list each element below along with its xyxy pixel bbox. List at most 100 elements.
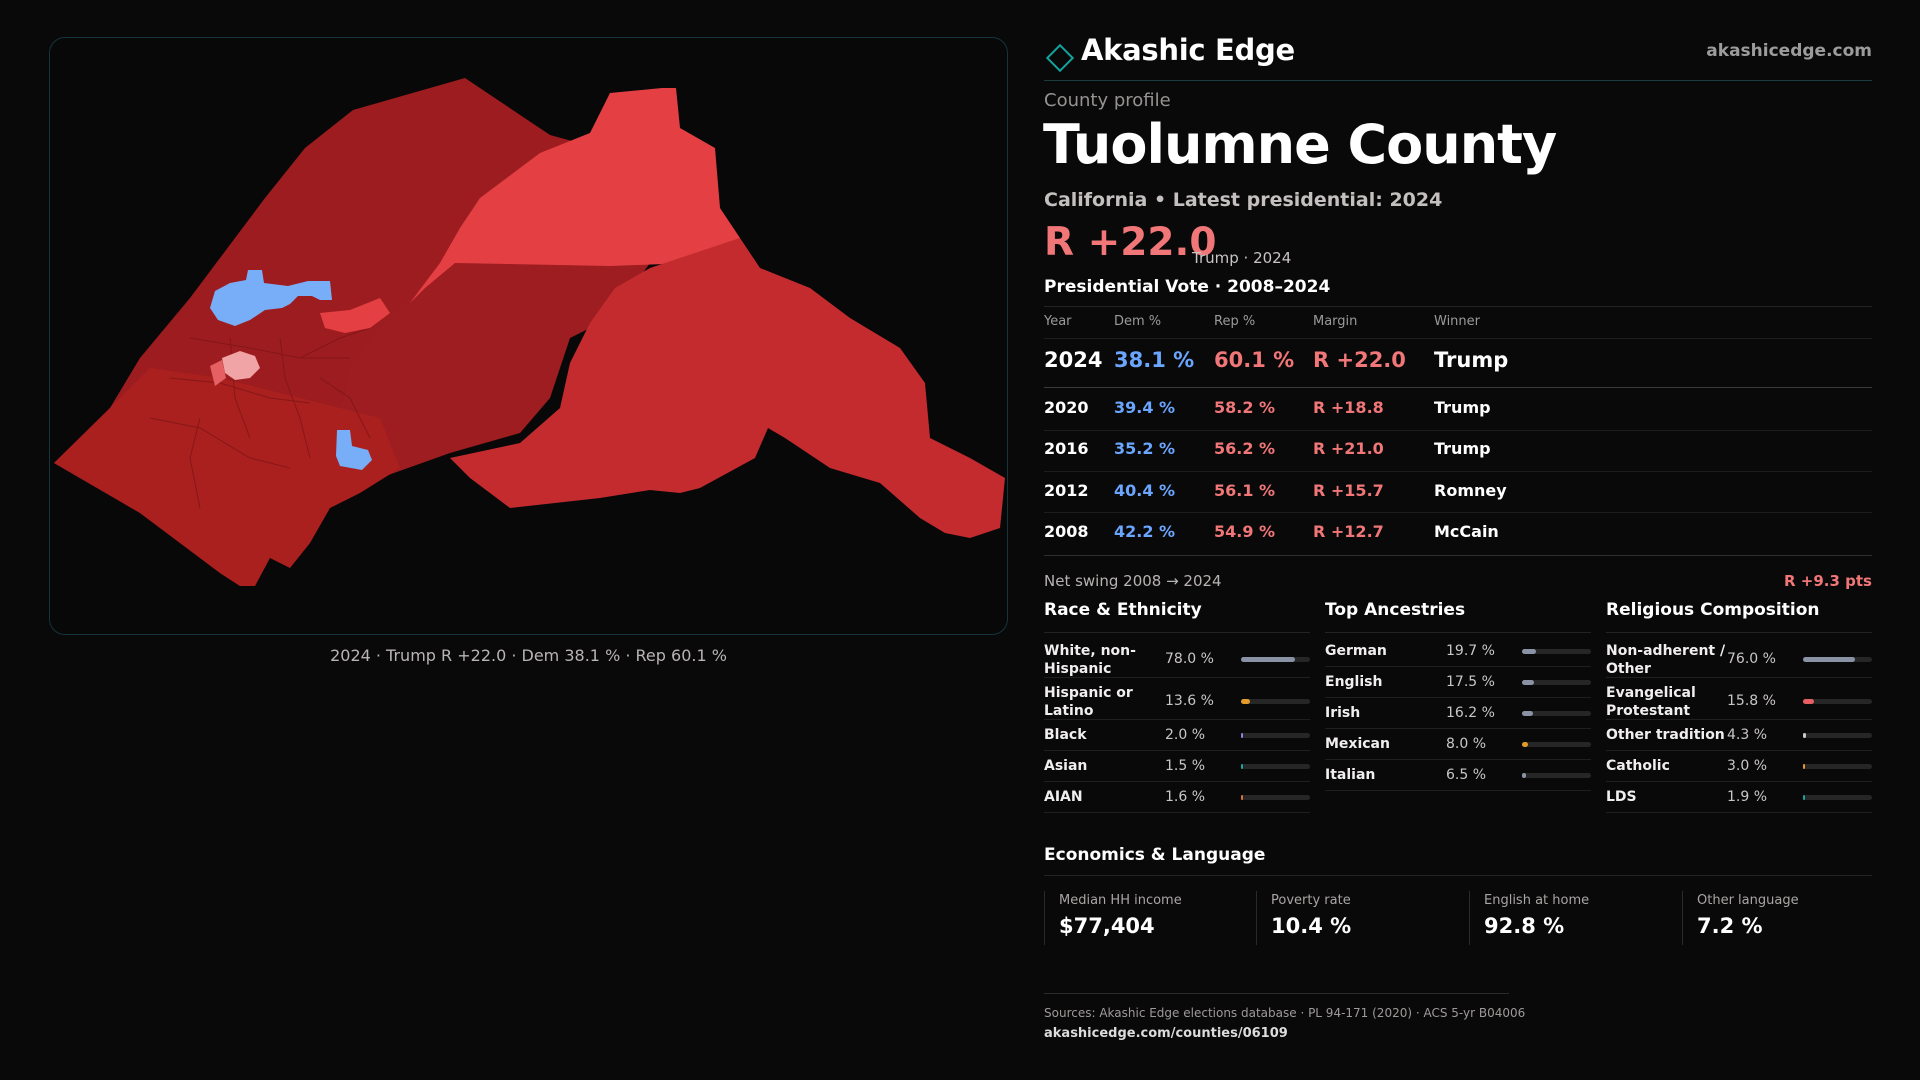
map-caption: 2024 · Trump R +22.0 · Dem 38.1 % · Rep … [330,646,727,665]
cell-margin: R +12.7 [1313,522,1384,541]
religion-value: 3.0 % [1727,758,1768,774]
row-divider [1325,790,1591,791]
cell-dem: 40.4 % [1114,481,1176,500]
row-divider [1606,812,1872,813]
religion-title: Religious Composition [1606,600,1820,620]
site-url-link[interactable]: akashicedge.com [1706,41,1872,61]
brand-name: Akashic Edge [1081,33,1295,67]
row-divider [1044,750,1310,751]
profile-kicker: County profile [1044,90,1171,111]
row-divider [1044,430,1872,431]
ancestry-label: German [1325,643,1387,659]
map-region-dem-south [336,430,372,470]
race-value: 2.0 % [1165,727,1206,743]
cell-dem: 38.1 % [1114,348,1195,372]
col-year-header: Year [1044,314,1072,329]
ancestry-bar-fill [1522,649,1536,654]
row-divider [1044,812,1310,813]
row-divider [1044,512,1872,513]
cell-rep: 56.2 % [1214,439,1276,458]
ancestry-value: 8.0 % [1446,736,1487,752]
row-divider [1325,697,1591,698]
religion-bar-track [1803,699,1872,704]
religion-bar-fill [1803,733,1806,738]
cell-year: 2024 [1044,348,1103,372]
vote-table-header: Year Dem % Rep % Margin Winner [1044,306,1872,338]
ancestry-bar-fill [1522,711,1533,716]
cell-year: 2020 [1044,398,1089,417]
religion-value: 15.8 % [1727,693,1776,709]
col-dem-header: Dem % [1114,314,1162,329]
poverty-value: 10.4 % [1271,914,1352,938]
race-label: White, non- Hispanic [1044,643,1136,677]
cell-winner: McCain [1434,522,1499,541]
poverty-label: Poverty rate [1271,893,1351,908]
col-winner-header: Winner [1434,314,1481,329]
cell-year: 2008 [1044,522,1089,541]
income-value: $77,404 [1059,914,1155,938]
ancestry-bar-track [1522,773,1591,778]
religion-bar-track [1803,764,1872,769]
divider [1044,875,1872,876]
vote-table-title: Presidential Vote · 2008–2024 [1044,277,1331,297]
income-label: Median HH income [1059,893,1182,908]
ancestry-value: 17.5 % [1446,674,1495,690]
race-bar-fill [1241,657,1295,662]
ancestry-label: Italian [1325,767,1376,783]
cell-dem: 39.4 % [1114,398,1176,417]
english-label: English at home [1484,893,1590,908]
race-bar-fill [1241,733,1243,738]
row-divider [1606,781,1872,782]
divider [1606,632,1872,633]
cell-winner: Trump [1434,439,1491,458]
religion-value: 1.9 % [1727,789,1768,805]
race-label: AIAN [1044,789,1083,805]
cell-winner: Romney [1434,481,1507,500]
income-card: Median HH income $77,404 [1044,891,1244,945]
precinct-map [54,78,1005,586]
map-region-east [450,238,1005,538]
cell-rep: 60.1 % [1214,348,1295,372]
race-bar-track [1241,657,1310,662]
col-margin-header: Margin [1313,314,1358,329]
economics-title: Economics & Language [1044,845,1266,865]
race-title: Race & Ethnicity [1044,600,1202,620]
poverty-card: Poverty rate 10.4 % [1256,891,1456,945]
map-region-sonora [222,351,260,380]
diamond-logo-icon [1046,44,1074,72]
map-region-dem-north [210,270,332,326]
race-bar-track [1241,733,1310,738]
cell-margin: R +18.8 [1313,398,1384,417]
english-card: English at home 92.8 % [1469,891,1669,945]
race-bar-fill [1241,795,1243,800]
religion-bar-fill [1803,795,1805,800]
county-url-link[interactable]: akashicedge.com/counties/06109 [1044,1026,1288,1041]
ancestry-bar-track [1522,649,1591,654]
latest-margin: R +22.0 [1044,220,1217,265]
map-region-southwest [54,368,400,586]
english-value: 92.8 % [1484,914,1565,938]
race-value: 78.0 % [1165,651,1214,667]
cell-margin: R +15.7 [1313,481,1384,500]
race-bar-fill [1241,764,1243,769]
divider [1325,632,1591,633]
row-divider [1044,338,1872,339]
row-divider [1325,728,1591,729]
religion-bar-fill [1803,699,1814,704]
col-rep-header: Rep % [1214,314,1256,329]
religion-label: Other tradition [1606,727,1725,743]
ancestry-label: Irish [1325,705,1361,721]
race-value: 1.5 % [1165,758,1206,774]
ancestry-bar-track [1522,680,1591,685]
cell-margin: R +22.0 [1313,348,1406,372]
religion-bar-track [1803,795,1872,800]
ancestries-title: Top Ancestries [1325,600,1466,620]
row-divider [1044,555,1872,556]
page-title: Tuolumne County [1043,113,1557,176]
cell-rep: 56.1 % [1214,481,1276,500]
race-bar-track [1241,699,1310,704]
race-bar-track [1241,764,1310,769]
map-region-tuolumne [320,298,390,333]
row-divider [1606,677,1872,678]
religion-bar-fill [1803,764,1805,769]
